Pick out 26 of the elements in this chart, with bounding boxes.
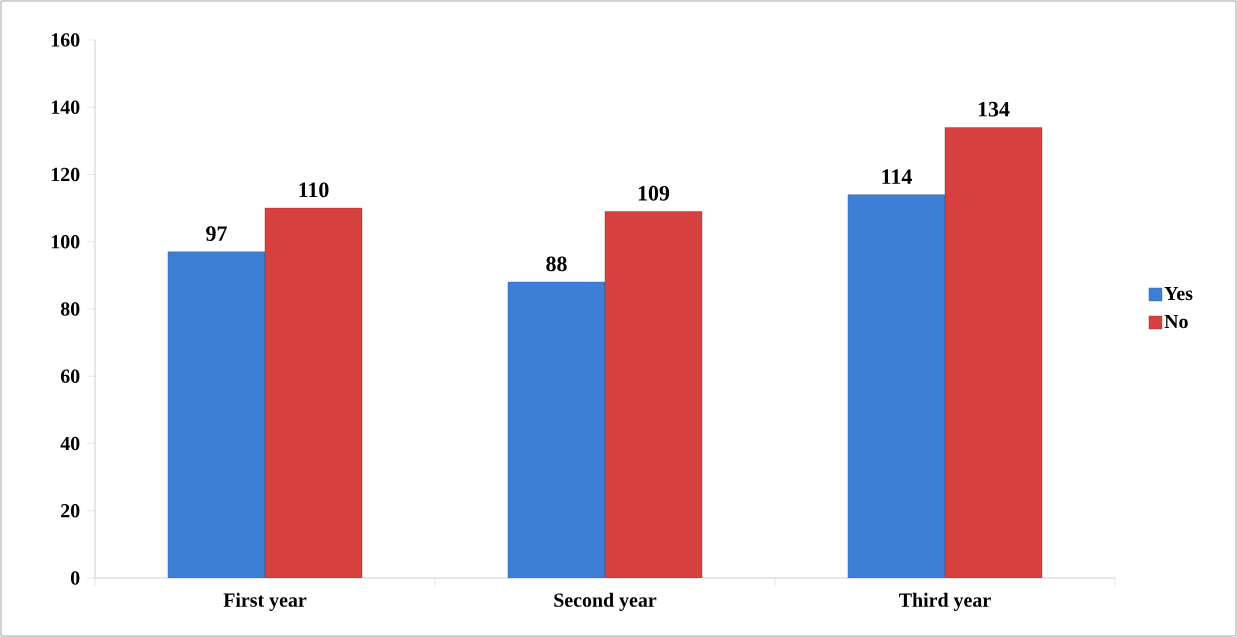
legend-label: Yes xyxy=(1164,286,1193,301)
bar xyxy=(507,281,606,578)
legend-label: No xyxy=(1164,314,1188,329)
bar xyxy=(167,251,266,578)
y-tick-label: 60 xyxy=(60,369,80,383)
y-tick-label: 120 xyxy=(51,167,80,182)
bar xyxy=(847,194,946,578)
y-tick-label: 160 xyxy=(51,33,80,47)
data-label: 97 xyxy=(206,226,227,241)
bar xyxy=(944,127,1043,578)
data-label: 109 xyxy=(638,185,670,201)
data-label: 88 xyxy=(546,256,567,272)
bar xyxy=(604,211,703,578)
y-tick-label: 140 xyxy=(51,100,80,114)
y-tick-label: 0 xyxy=(70,571,80,585)
x-tick-label: Third year xyxy=(899,592,991,611)
x-tick-label: Second year xyxy=(554,592,657,611)
bar xyxy=(264,207,363,578)
data-label: 110 xyxy=(299,182,329,198)
y-tick-label: 40 xyxy=(60,436,80,451)
data-label: 114 xyxy=(882,169,912,184)
y-tick-label: 100 xyxy=(51,235,80,249)
y-tick-label: 80 xyxy=(60,302,80,316)
data-label: 134 xyxy=(978,101,1010,117)
x-tick-label: First year xyxy=(223,592,307,611)
y-tick-label: 20 xyxy=(61,504,80,518)
